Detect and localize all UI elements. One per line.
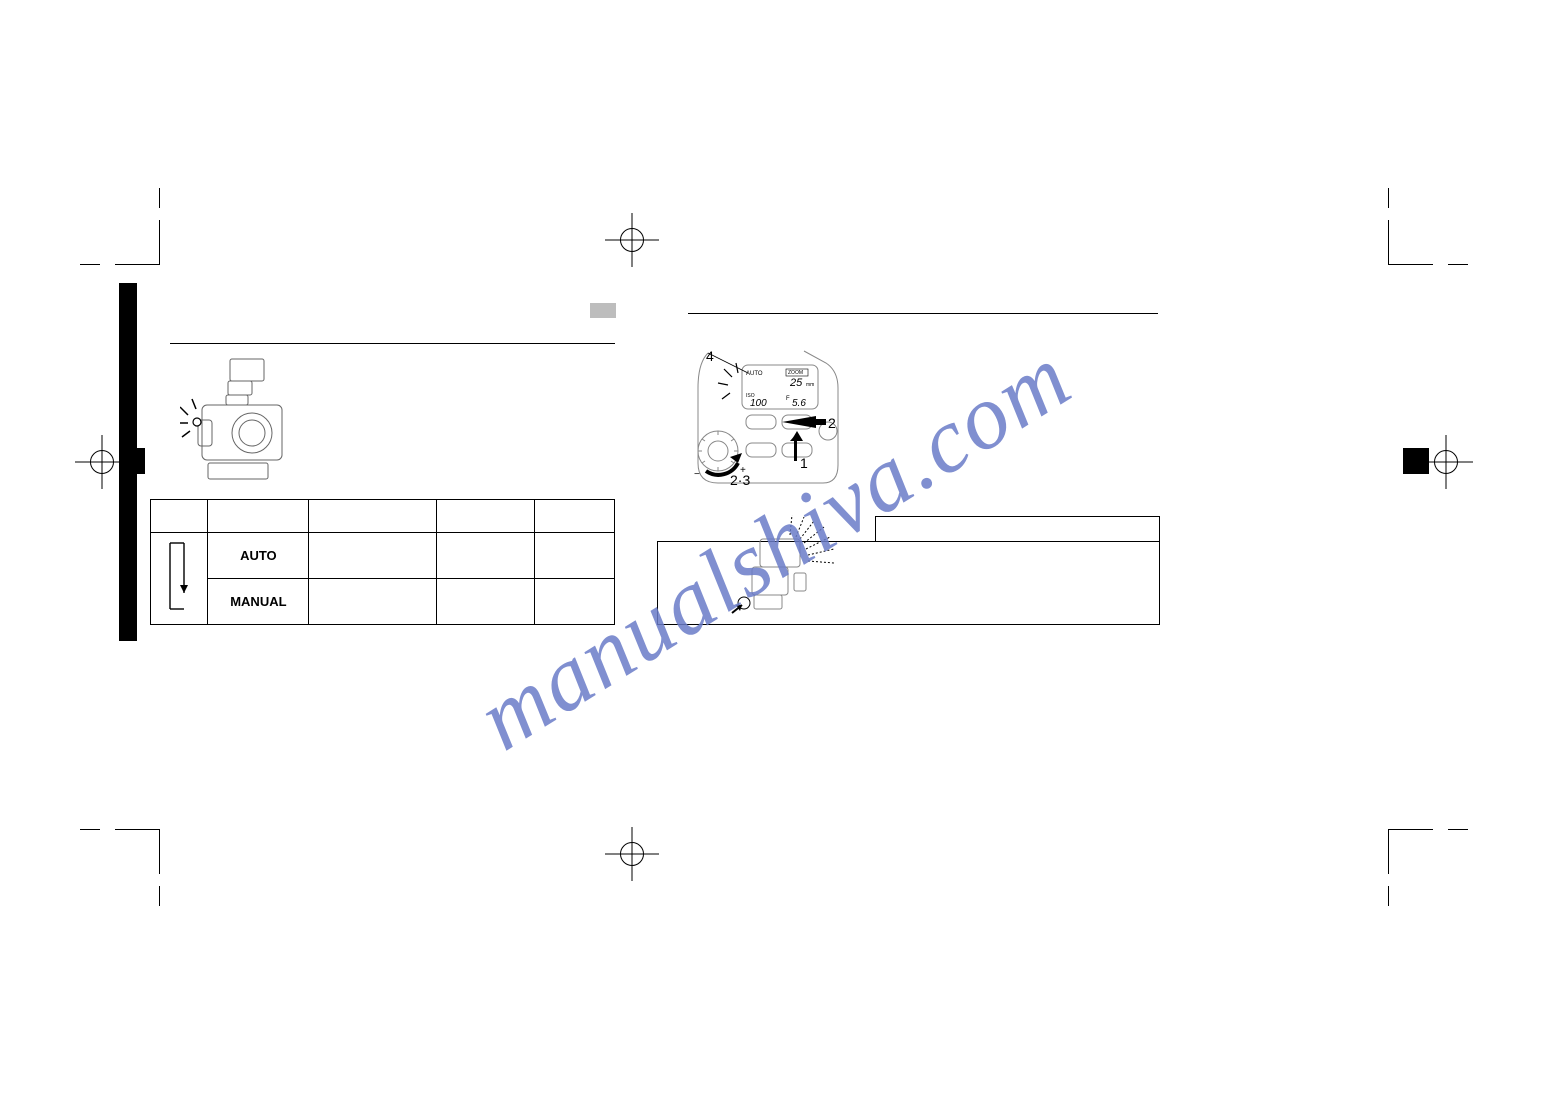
lcd-iso: 100 xyxy=(750,398,767,409)
crop-mark-bl-ext-v xyxy=(115,886,160,906)
callout-2-3: 2·3 xyxy=(730,472,750,488)
callout-4: 4 xyxy=(706,348,714,364)
lcd-aperture: 5.6 xyxy=(792,398,806,409)
mode-cell-manual: MANUAL xyxy=(208,579,309,625)
crop-mark-br xyxy=(1388,829,1433,874)
flash-control-panel-illustration: AUTO ZOOM 25 mm ISO 100 F 5.6 xyxy=(688,333,848,493)
right-page: AUTO ZOOM 25 mm ISO 100 F 5.6 xyxy=(670,283,1160,641)
registration-mark-top xyxy=(620,228,644,252)
right-page-rule xyxy=(688,313,1158,314)
crop-mark-tr-ext-h xyxy=(1448,220,1468,265)
crop-mark-bl-ext-h xyxy=(80,829,100,874)
lcd-f-label: F xyxy=(786,396,790,402)
edge-square-right xyxy=(1403,448,1429,474)
mode-cell-auto: AUTO xyxy=(208,533,309,579)
left-page: AUTO MANUAL xyxy=(170,283,615,641)
lcd-zoom-label: ZOOM xyxy=(788,370,803,376)
callout-2: 2 xyxy=(828,415,836,431)
crop-mark-bl xyxy=(115,829,160,874)
crop-mark-tr xyxy=(1388,220,1433,265)
crop-mark-br-ext-v xyxy=(1388,886,1433,906)
crop-mark-br-ext-h xyxy=(1448,829,1468,874)
camera-with-flash-illustration xyxy=(180,355,305,490)
info-box-small xyxy=(875,516,1160,542)
flash-firing-illustration xyxy=(730,513,850,623)
table-row: MANUAL xyxy=(151,579,615,625)
lcd-focal: 25 xyxy=(789,377,803,389)
table-row: AUTO xyxy=(151,533,615,579)
black-sidebar xyxy=(119,283,137,641)
crop-mark-tl-ext-v xyxy=(115,188,160,208)
lcd-auto-label: AUTO xyxy=(746,371,763,377)
mode-table: AUTO MANUAL xyxy=(150,499,615,625)
table-header-row xyxy=(151,500,615,533)
flow-arrow-icon xyxy=(158,533,200,621)
registration-mark-bottom xyxy=(620,842,644,866)
crop-mark-tl xyxy=(115,220,160,265)
crop-mark-tr-ext-v xyxy=(1388,188,1433,208)
lcd-mm: mm xyxy=(806,382,814,388)
crop-mark-tl-ext-h xyxy=(80,220,100,265)
callout-1: 1 xyxy=(800,455,808,471)
registration-mark-left xyxy=(90,450,114,474)
registration-mark-right xyxy=(1434,450,1458,474)
canvas: AUTO MANUAL xyxy=(0,0,1548,1094)
svg-text:−: − xyxy=(694,469,700,480)
left-page-rule xyxy=(170,343,615,344)
